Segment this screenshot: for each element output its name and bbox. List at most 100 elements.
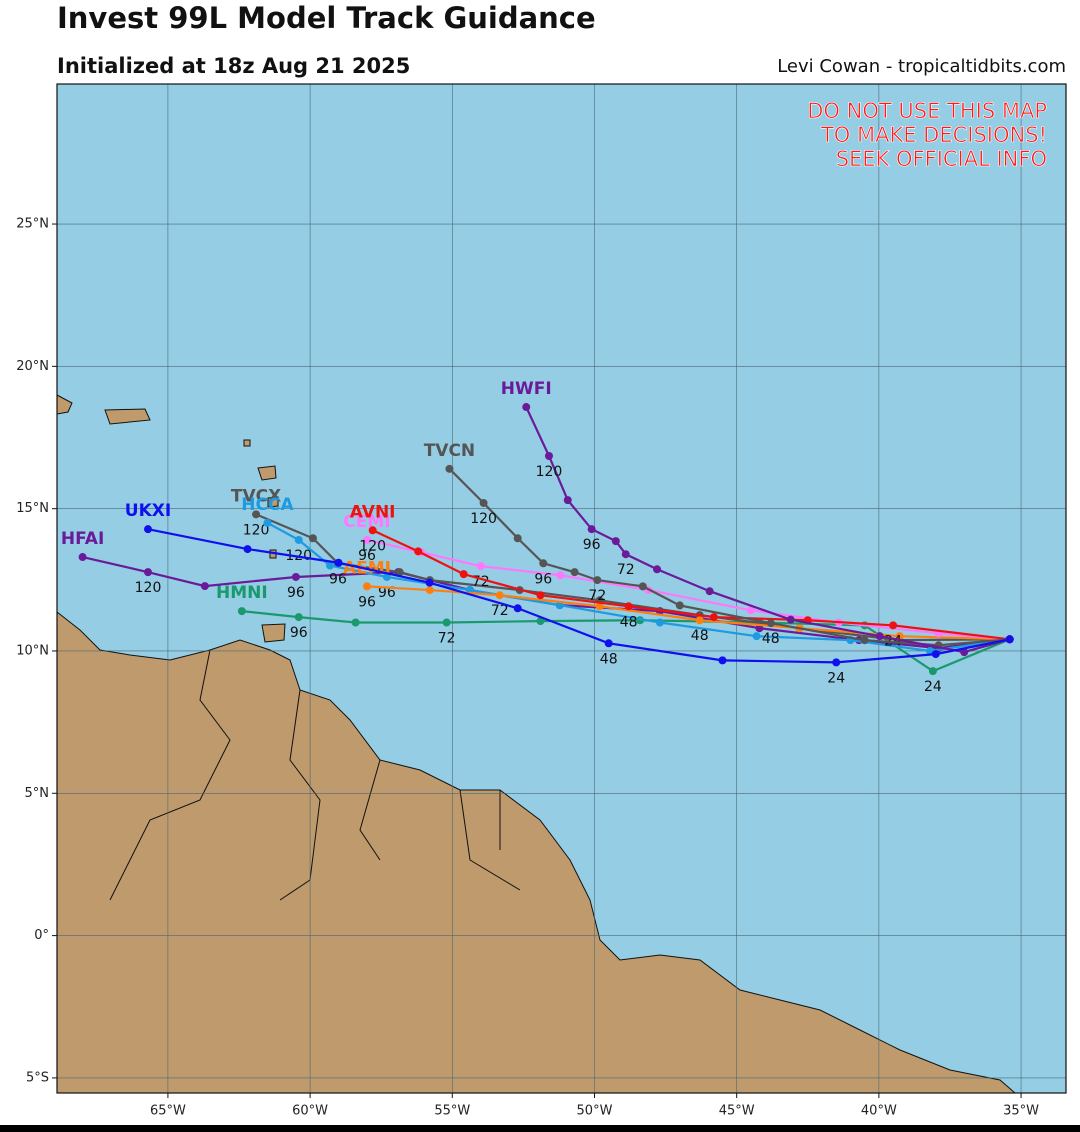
warning-line: DO NOT USE THIS MAP: [807, 99, 1047, 123]
hour-label: 120: [536, 464, 563, 480]
model-name: UKXI: [125, 501, 171, 521]
plot-frame: [56, 83, 1067, 1094]
hour-label: 96: [329, 571, 347, 587]
track-point: [425, 586, 434, 595]
track-point: [928, 667, 937, 676]
track-line: [525, 406, 1010, 654]
track-point: [294, 535, 303, 544]
hour-label: 72: [491, 603, 509, 619]
track-point: [479, 498, 488, 507]
hour-label: 120: [359, 538, 386, 554]
track-point: [653, 565, 662, 574]
x-tick-label: 35°W: [1003, 1104, 1039, 1119]
track-point: [638, 582, 647, 591]
x-tick-label: 40°W: [861, 1104, 897, 1119]
track-point: [595, 602, 604, 611]
hour-label: 72: [438, 631, 456, 647]
track-point: [611, 537, 620, 546]
hour-label: 120: [243, 522, 270, 538]
track-point: [200, 582, 209, 591]
y-tick-label: 5°S: [26, 1070, 49, 1085]
title: Invest 99L Model Track Guidance: [57, 1, 596, 35]
track-point: [695, 616, 704, 625]
bottom-bar: [0, 1125, 1080, 1132]
track-point: [144, 568, 153, 577]
track-point: [243, 545, 252, 554]
hour-label: 96: [358, 594, 376, 610]
track-point: [539, 559, 548, 568]
track-point: [536, 591, 545, 600]
track-point: [875, 632, 884, 641]
hour-label: 96: [358, 548, 376, 564]
track-point: [536, 617, 545, 626]
track-point: [604, 639, 613, 648]
hour-label: 96: [534, 571, 552, 587]
south-america: [57, 611, 1016, 1093]
track-line: [241, 610, 1011, 673]
y-tick-label: 0°: [34, 928, 49, 943]
track-point: [752, 632, 761, 641]
track-point: [252, 510, 261, 519]
track-point: [621, 550, 630, 559]
track-point: [334, 558, 343, 567]
grid: [57, 84, 1066, 1093]
puerto-rico: [104, 408, 151, 425]
track-point: [395, 568, 404, 577]
model-name: HWFI: [501, 379, 552, 399]
hour-label: 96: [290, 625, 308, 641]
track-point: [513, 604, 522, 613]
track-point: [522, 403, 531, 412]
track-point: [308, 534, 317, 543]
track-point: [593, 576, 602, 585]
axes: 65°W 60°W 55°W 50°W 45°W 40°W 35°W 5°S 0° 5°N 10°N…: [16, 217, 1039, 1119]
model-name: CEMI: [343, 512, 390, 532]
track-point: [895, 632, 904, 641]
track-point: [237, 607, 246, 616]
x-tick-label: 55°W: [434, 1104, 470, 1119]
hour-label: 120: [135, 580, 162, 596]
hour-label: 96: [287, 585, 305, 601]
track-point: [570, 568, 579, 577]
hour-label: 48: [620, 614, 638, 630]
track-point: [624, 602, 633, 611]
hour-label: 120: [470, 511, 497, 527]
hour-label: 72: [617, 562, 635, 578]
track-point: [263, 518, 272, 527]
track-point: [786, 615, 795, 624]
track-point: [459, 570, 468, 579]
track-point: [351, 618, 360, 627]
hour-label: 24: [924, 679, 942, 695]
track-point: [445, 464, 454, 473]
hispaniola: [57, 394, 73, 415]
track-point: [746, 606, 755, 615]
track-point: [1005, 635, 1014, 644]
track-point: [766, 619, 775, 628]
model-name: HFAI: [61, 529, 104, 549]
track-point: [889, 621, 898, 630]
track-point: [362, 535, 371, 544]
track-point: [675, 601, 684, 610]
track-point: [368, 526, 377, 535]
model-name: AVNI: [350, 502, 396, 522]
model-name: TVCN: [424, 441, 475, 461]
hour-label: 48: [691, 628, 709, 644]
x-tick-label: 50°W: [577, 1104, 613, 1119]
track-point: [556, 571, 565, 580]
model-name: HCCA: [241, 495, 294, 515]
warning-line: SEEK OFFICIAL INFO: [836, 147, 1047, 171]
x-tick-label: 65°W: [150, 1104, 186, 1119]
track-point: [587, 525, 596, 534]
model-name: HMNI: [216, 583, 268, 603]
antilles: [243, 439, 279, 559]
track-point: [495, 591, 504, 600]
track-point: [709, 613, 718, 622]
trinidad: [261, 623, 286, 643]
track-point: [655, 618, 664, 627]
track-point: [442, 618, 451, 627]
y-tick-label: 15°N: [16, 501, 49, 516]
hour-label: 96: [583, 537, 601, 553]
track-point: [832, 658, 841, 667]
